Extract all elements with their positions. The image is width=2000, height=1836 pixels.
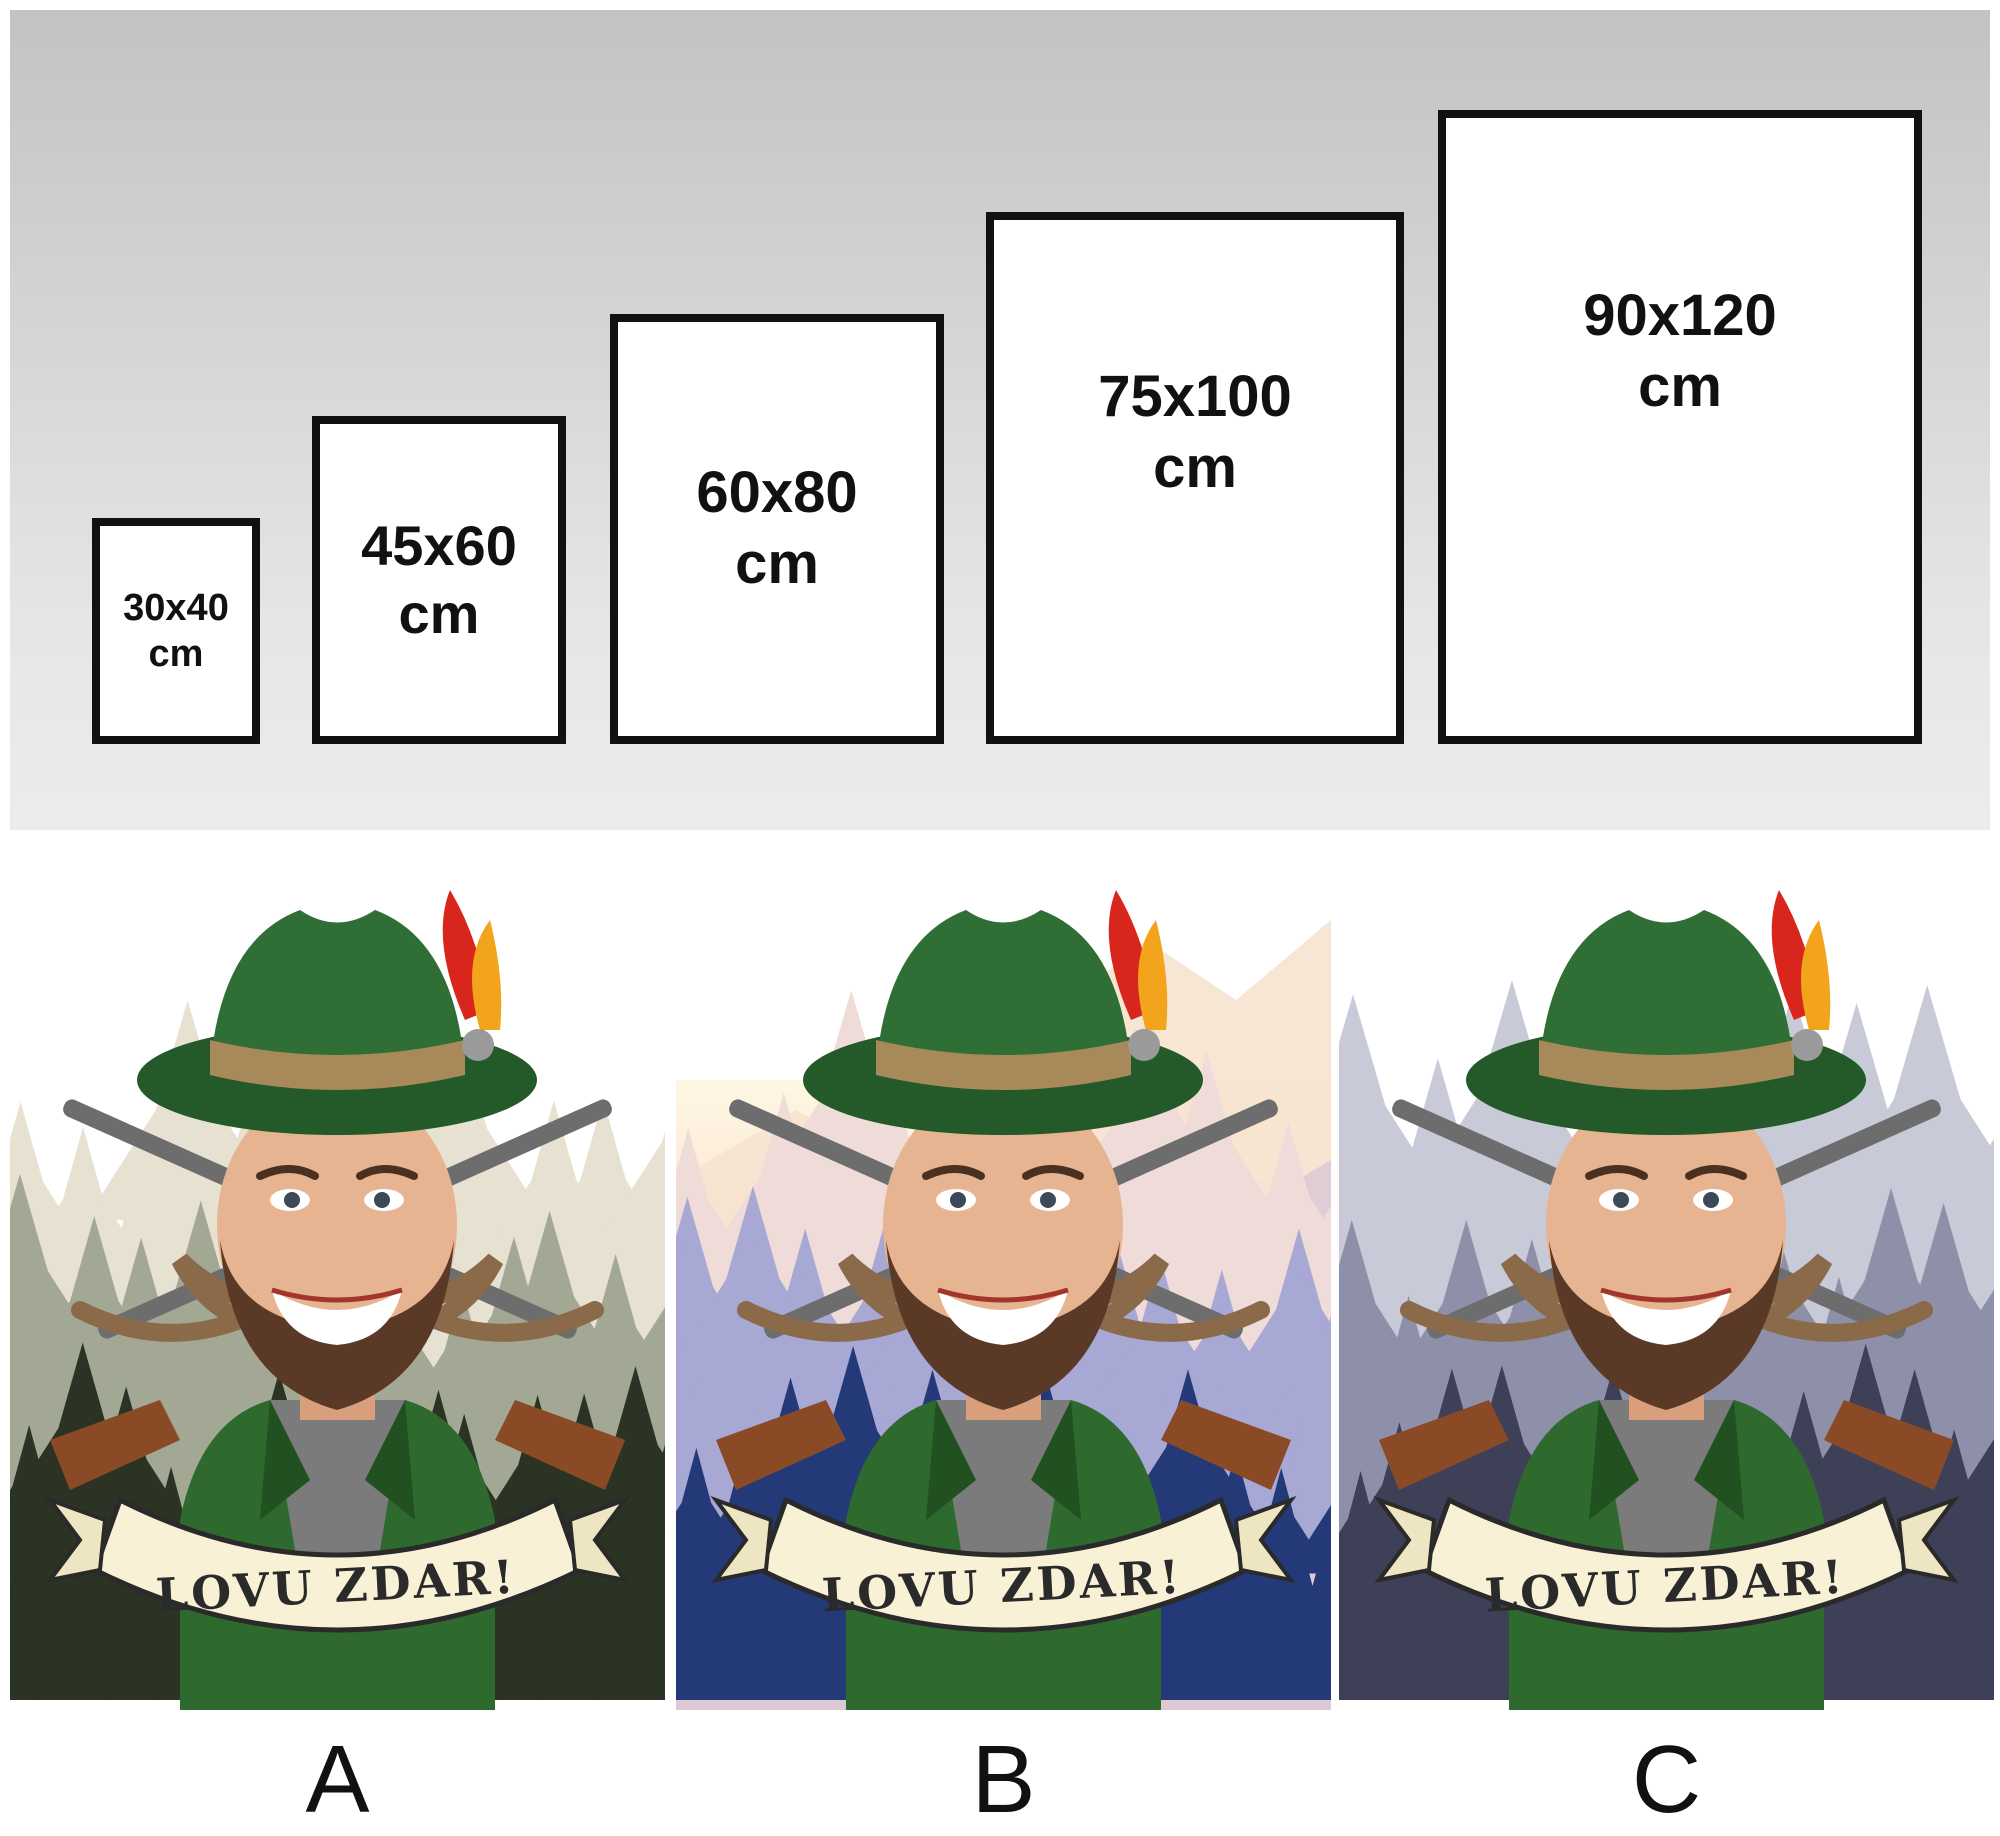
variant-b-artwork: LOVU ZDAR! — [676, 880, 1331, 1710]
variant-letter-a: A — [305, 1726, 370, 1833]
size-unit: cm — [1638, 354, 1722, 419]
size-unit: cm — [398, 582, 480, 645]
frame-size-label: 75x100 cm — [1098, 362, 1292, 504]
frame-size-label: 45x60 cm — [361, 512, 517, 649]
frame-size-label: 90x120 cm — [1583, 281, 1777, 423]
size-unit: cm — [148, 633, 204, 675]
size-dimensions: 45x60 — [361, 513, 517, 577]
frame-size-75x100: 75x100 cm — [986, 212, 1404, 744]
size-unit: cm — [735, 531, 819, 596]
hunter-figure — [44, 890, 631, 1710]
hunter-figure — [1373, 890, 1960, 1710]
variant-c-artwork: LOVU ZDAR! — [1339, 880, 1994, 1710]
size-dimensions: 75x100 — [1098, 364, 1292, 430]
size-dimensions: 30x40 — [123, 586, 229, 629]
frame-size-label: 30x40 cm — [123, 585, 229, 678]
hunter-figure — [710, 890, 1297, 1710]
frame-size-45x60: 45x60 cm — [312, 416, 566, 744]
size-comparison-panel: 30x40 cm 45x60 cm 60x80 cm 75x100 cm 90x… — [10, 10, 1990, 830]
frame-size-30x40: 30x40 cm — [92, 518, 260, 744]
frame-size-60x80: 60x80 cm — [610, 314, 944, 744]
frame-size-label: 60x80 cm — [696, 458, 857, 600]
poster-illustration: LOVU ZDAR! — [1339, 880, 1994, 1710]
variant-letter-b: B — [971, 1726, 1036, 1833]
variant-letter-c: C — [1631, 1726, 1702, 1833]
poster-illustration: LOVU ZDAR! — [10, 880, 665, 1710]
size-unit: cm — [1153, 435, 1237, 500]
poster-illustration: LOVU ZDAR! — [676, 880, 1331, 1710]
frame-size-90x120: 90x120 cm — [1438, 110, 1922, 744]
size-dimensions: 60x80 — [696, 460, 858, 526]
size-dimensions: 90x120 — [1583, 283, 1777, 349]
variant-a-artwork: LOVU ZDAR! — [10, 880, 665, 1710]
